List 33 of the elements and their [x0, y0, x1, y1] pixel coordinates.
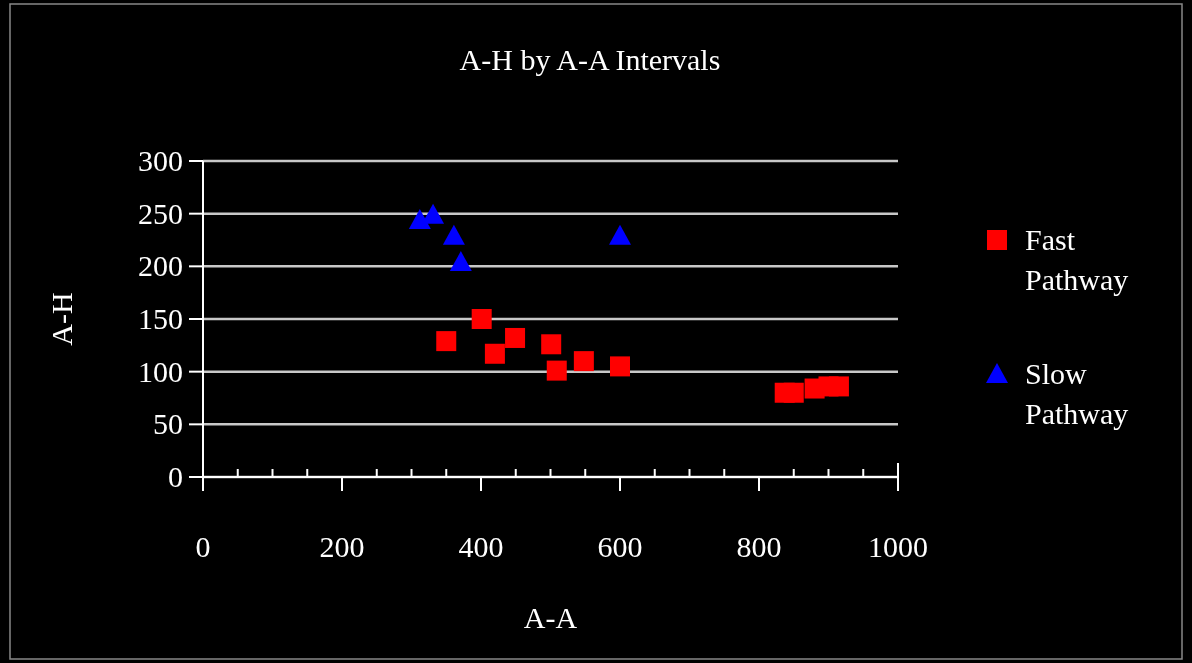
x-tick-label: 1000	[868, 530, 928, 563]
point	[573, 351, 594, 372]
point	[484, 343, 505, 364]
y-axis-title: A-H	[45, 292, 78, 346]
x-tick-label: 0	[195, 530, 211, 563]
point	[609, 224, 631, 245]
y-tick-label: 250	[138, 196, 183, 230]
y-tick-label: 0	[168, 460, 183, 493]
x-axis-title: A-A	[523, 601, 578, 634]
point	[422, 203, 445, 224]
point	[505, 327, 526, 348]
point	[783, 382, 804, 403]
point	[546, 360, 567, 381]
y-tick-label: 200	[138, 249, 183, 283]
legend-label: Fast Pathway	[1025, 223, 1129, 296]
y-tick-label: 50	[153, 407, 183, 441]
x-tick-label: 800	[736, 530, 782, 563]
x-tick-label: 400	[458, 530, 504, 563]
y-tick-label: 300	[138, 144, 183, 177]
y-tick-label: 150	[138, 302, 183, 335]
chart-title: A-H by A-A Intervals	[459, 43, 721, 76]
point	[436, 331, 457, 352]
point	[541, 334, 562, 355]
point	[828, 376, 849, 397]
point	[442, 224, 465, 245]
x-tick-label: 200	[319, 530, 365, 563]
legend-label: Slow Pathway	[1025, 357, 1129, 430]
point	[610, 356, 630, 377]
x-tick-label: 600	[597, 530, 643, 563]
point	[471, 309, 492, 329]
y-tick-label: 100	[138, 354, 183, 388]
point	[408, 208, 431, 229]
point	[449, 251, 472, 272]
